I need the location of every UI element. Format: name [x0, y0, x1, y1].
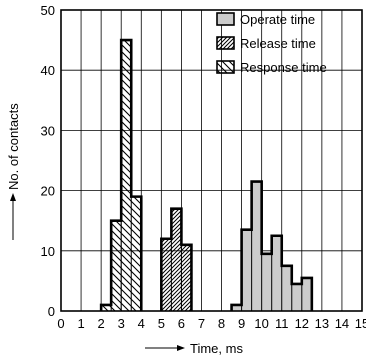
x-tick-label: 7 — [198, 316, 205, 331]
bar-release-time — [171, 208, 182, 311]
x-tick-label: 12 — [295, 316, 309, 331]
plot-frame — [60, 9, 363, 312]
x-tick-label: 4 — [138, 316, 145, 331]
legend-label-release: Release time — [240, 36, 316, 51]
x-tick-label: 0 — [57, 316, 64, 331]
bar-operate-time — [301, 277, 312, 311]
y-tick-label: 10 — [41, 244, 55, 259]
histogram-outlines — [99, 38, 314, 311]
x-axis-arrow-head — [177, 345, 185, 351]
outline-release-time — [160, 207, 193, 311]
y-axis-title: No. of contacts — [6, 103, 21, 190]
x-tick-label: 14 — [335, 316, 349, 331]
bar-operate-time — [281, 265, 292, 311]
x-tick-label: 5 — [158, 316, 165, 331]
x-axis-title: Time, ms — [190, 341, 243, 356]
y-axis-arrow-head — [10, 193, 16, 201]
bar-operate-time — [291, 283, 302, 311]
y-axis-title-group: No. of contacts — [6, 103, 21, 240]
y-tick-label: 20 — [41, 184, 55, 199]
legend: Operate time Release time Response time — [216, 12, 327, 75]
legend-label-response: Response time — [240, 60, 327, 75]
x-tick-label: 3 — [118, 316, 125, 331]
bar-operate-time — [231, 304, 242, 311]
x-tick-label: 15 — [355, 316, 366, 331]
y-tick-label: 30 — [41, 123, 55, 138]
bar-release-time — [161, 238, 172, 311]
x-tick-label: 1 — [77, 316, 84, 331]
legend-swatch-operate — [216, 12, 235, 26]
x-tick-label: 2 — [98, 316, 105, 331]
bar-response-time — [101, 304, 112, 311]
x-tick-label: 11 — [275, 316, 289, 331]
legend-swatch-response — [216, 60, 235, 74]
x-tick-label: 6 — [178, 316, 185, 331]
bar-operate-time — [261, 253, 272, 311]
bar-operate-time — [271, 235, 282, 311]
outline-response-time — [99, 38, 143, 311]
y-tick-label: 50 — [41, 3, 55, 18]
bar-operate-time — [251, 181, 262, 311]
y-tick-labels: 0 10 20 30 40 50 — [41, 3, 55, 319]
x-axis-title-group: Time, ms — [145, 341, 243, 356]
bar-operate-time — [241, 229, 252, 311]
x-tick-labels: 0 1 2 3 4 5 6 7 8 9 10 11 12 13 14 15 — [57, 316, 366, 331]
legend-swatch-release — [216, 36, 235, 50]
grid-lines — [60, 9, 363, 312]
x-tick-label: 9 — [238, 316, 245, 331]
bar-response-time — [111, 220, 122, 311]
bar-release-time — [181, 244, 192, 311]
x-tick-label: 13 — [315, 316, 329, 331]
legend-label-operate: Operate time — [240, 12, 315, 27]
bar-response-time — [131, 196, 142, 311]
x-tick-label: 8 — [218, 316, 225, 331]
histogram-bars — [100, 40, 312, 311]
y-tick-label: 0 — [48, 304, 55, 319]
y-tick-label: 40 — [41, 63, 55, 78]
outline-operate-time — [230, 180, 314, 311]
x-tick-label: 10 — [254, 316, 268, 331]
bar-response-time — [121, 40, 132, 311]
